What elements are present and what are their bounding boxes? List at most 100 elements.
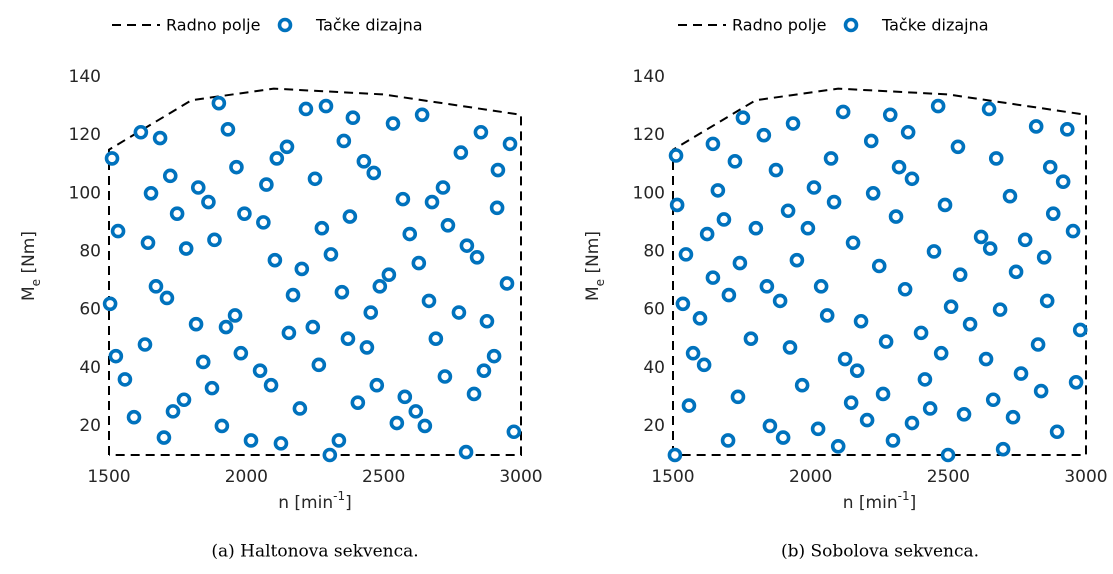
x-tick-label: 3000 (1064, 467, 1107, 487)
y-tick-label: 80 (79, 241, 101, 261)
design-point (311, 357, 327, 373)
x-tick-label: 2000 (789, 467, 832, 487)
design-point (285, 287, 301, 303)
x-axis-label: n [min-1] (843, 489, 916, 514)
y-tick-label: 140 (69, 67, 101, 87)
design-point (800, 220, 816, 236)
design-point (1005, 409, 1021, 425)
design-point (243, 433, 259, 448)
design-point (214, 418, 230, 434)
design-point (806, 180, 822, 195)
design-point (891, 159, 907, 175)
design-point (904, 415, 920, 431)
design-point (440, 217, 456, 233)
design-point (473, 124, 489, 140)
y-tick-label: 140 (633, 67, 665, 87)
x-axis-label-part: -1 (333, 489, 345, 503)
design-point (772, 293, 788, 309)
design-point (897, 281, 913, 297)
design-point (978, 351, 994, 367)
design-point (506, 424, 522, 440)
design-point (668, 148, 684, 163)
design-point (110, 223, 126, 239)
design-point (156, 430, 172, 445)
subplot: 1500 2000 2500 3000 20 40 60 80 100 120 140 n [min-… (19, 16, 543, 562)
design-point (159, 290, 175, 306)
design-point (389, 415, 405, 431)
y-tick-label: 60 (643, 300, 665, 320)
y-tick-label: 60 (79, 300, 101, 320)
x-tick-label: 2000 (225, 467, 268, 487)
design-point (350, 395, 366, 410)
y-tick-label: 100 (633, 183, 665, 203)
design-point (853, 313, 869, 329)
design-point (930, 98, 946, 114)
design-point (985, 392, 1001, 408)
design-point (237, 206, 252, 221)
design-point (710, 183, 726, 198)
design-point (340, 331, 356, 346)
design-point (148, 279, 164, 294)
design-point (279, 139, 295, 155)
legend-label: Tačke dizajna (881, 16, 989, 35)
design-point (859, 412, 875, 428)
subplot: 1500 2000 2500 3000 20 40 60 80 100 120 140 n [min-… (583, 16, 1108, 562)
design-point (865, 186, 881, 201)
x-tick-label: 2500 (362, 467, 405, 487)
design-point (229, 159, 244, 175)
y-tick-label: 120 (633, 125, 665, 145)
design-point (875, 386, 891, 402)
design-point (743, 331, 759, 346)
design-point (178, 241, 194, 256)
design-point (204, 380, 220, 396)
x-axis-label: n [min-1] (278, 489, 351, 514)
design-point (1013, 366, 1029, 381)
design-point (913, 325, 929, 341)
x-axis-label-part: n [min (278, 493, 333, 513)
design-point (466, 386, 482, 402)
design-point (162, 168, 178, 184)
design-point (819, 308, 835, 323)
design-point (479, 313, 495, 329)
y-axis-label-part: M (19, 286, 39, 301)
x-axis-label-part: -1 (898, 489, 910, 503)
boundary-line (108, 87, 522, 456)
design-point (785, 116, 801, 131)
design-point (759, 279, 775, 294)
design-point (359, 340, 375, 355)
design-point (748, 220, 764, 236)
design-point (342, 209, 358, 224)
design-point (692, 311, 708, 326)
design-point (318, 98, 334, 114)
design-point (830, 438, 846, 454)
design-point (201, 194, 216, 210)
design-point (195, 354, 211, 370)
design-point (705, 270, 721, 285)
design-point (685, 345, 701, 361)
design-point (981, 101, 997, 117)
design-point (137, 337, 153, 352)
design-point (305, 319, 321, 335)
design-point (428, 331, 444, 346)
design-point (1068, 375, 1084, 390)
x-tick-label: 1500 (651, 467, 694, 487)
design-point (888, 209, 904, 224)
design-point (218, 319, 234, 335)
design-point (207, 232, 222, 248)
design-point (1008, 264, 1024, 280)
design-point (885, 433, 901, 448)
design-point (421, 293, 437, 309)
legend-label: Tačke dizajna (315, 16, 423, 35)
design-point (269, 151, 285, 166)
design-point (369, 377, 385, 393)
y-axis-label-part: [Nm] (19, 231, 39, 279)
design-point (956, 406, 972, 422)
design-point (1028, 119, 1044, 134)
design-point (813, 279, 829, 294)
design-point (716, 212, 732, 227)
design-point (933, 345, 949, 361)
legend-label: Radno polje (732, 16, 826, 35)
design-point (385, 116, 401, 131)
design-point (411, 255, 427, 271)
design-point (486, 348, 502, 364)
